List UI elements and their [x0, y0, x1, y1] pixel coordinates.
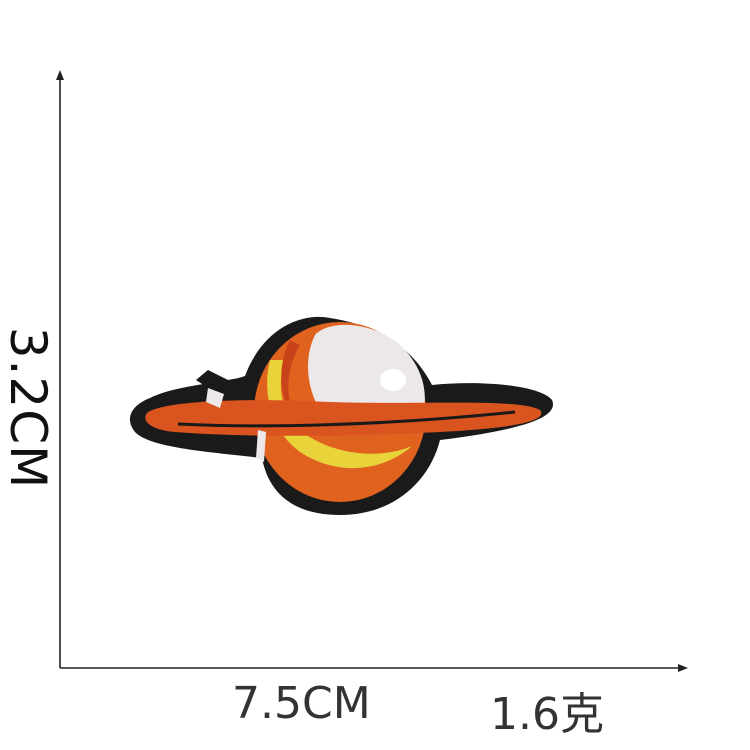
- planet-ring-line: [177, 410, 516, 428]
- vertical-axis-arrow: [56, 70, 64, 80]
- ring-highlight-left: [206, 388, 224, 408]
- planet-white-cap: [308, 324, 425, 420]
- planet-patch: [129, 316, 554, 515]
- height-dimension-label: 3.2CM: [0, 326, 57, 490]
- horizontal-axis-arrow: [678, 664, 688, 672]
- patch-tab: [196, 370, 236, 400]
- planet-yellow-band: [267, 360, 412, 469]
- ring-highlight-lower: [256, 430, 266, 462]
- width-dimension-label: 7.5CM: [232, 678, 371, 729]
- weight-label: 1.6克: [490, 689, 604, 740]
- planet-shadow-stripe: [281, 340, 300, 425]
- planet-highlight: [380, 369, 406, 391]
